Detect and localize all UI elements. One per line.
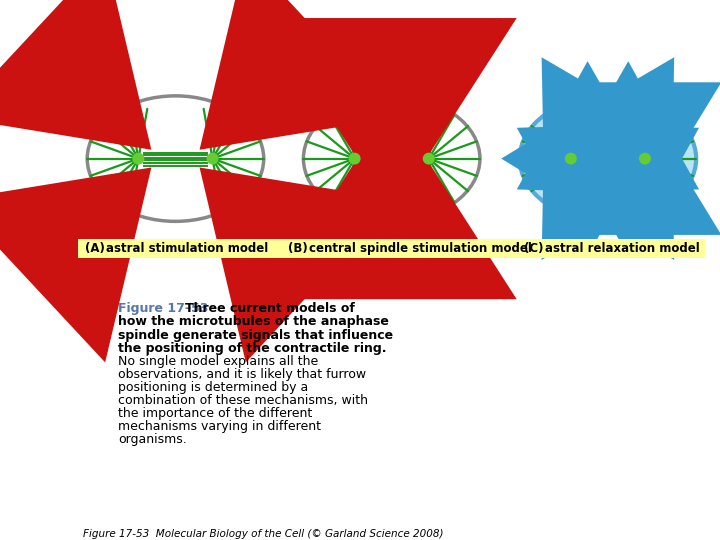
Text: (B): (B) [287,242,307,255]
Text: (C): (C) [524,242,544,255]
Text: observations, and it is likely that furrow: observations, and it is likely that furr… [118,368,366,381]
Text: Three current models of: Three current models of [185,302,355,315]
Text: organisms.: organisms. [118,433,187,446]
Text: the positioning of the contractile ring.: the positioning of the contractile ring. [118,342,387,355]
FancyBboxPatch shape [78,239,705,258]
Ellipse shape [303,96,480,221]
Text: how the microtubules of the anaphase: how the microtubules of the anaphase [118,315,389,328]
Ellipse shape [87,96,264,221]
Circle shape [207,153,218,164]
Text: (A): (A) [84,242,104,255]
Text: astral relaxation model: astral relaxation model [545,242,700,255]
Ellipse shape [520,96,696,221]
Text: the importance of the different: the importance of the different [118,407,312,420]
Text: central spindle stimulation model: central spindle stimulation model [309,242,531,255]
Text: astral stimulation model: astral stimulation model [106,242,268,255]
Text: No single model explains all the: No single model explains all the [118,355,318,368]
Text: Figure 17–53: Figure 17–53 [118,302,213,315]
Text: Figure 17-53  Molecular Biology of the Cell (© Garland Science 2008): Figure 17-53 Molecular Biology of the Ce… [83,529,444,539]
Text: combination of these mechanisms, with: combination of these mechanisms, with [118,394,368,407]
Text: mechanisms varying in different: mechanisms varying in different [118,420,321,433]
Circle shape [349,153,360,164]
Text: spindle generate signals that influence: spindle generate signals that influence [118,328,393,341]
Text: positioning is determined by a: positioning is determined by a [118,381,308,394]
Circle shape [639,153,650,164]
Circle shape [423,153,434,164]
Circle shape [133,153,144,164]
Circle shape [565,153,576,164]
